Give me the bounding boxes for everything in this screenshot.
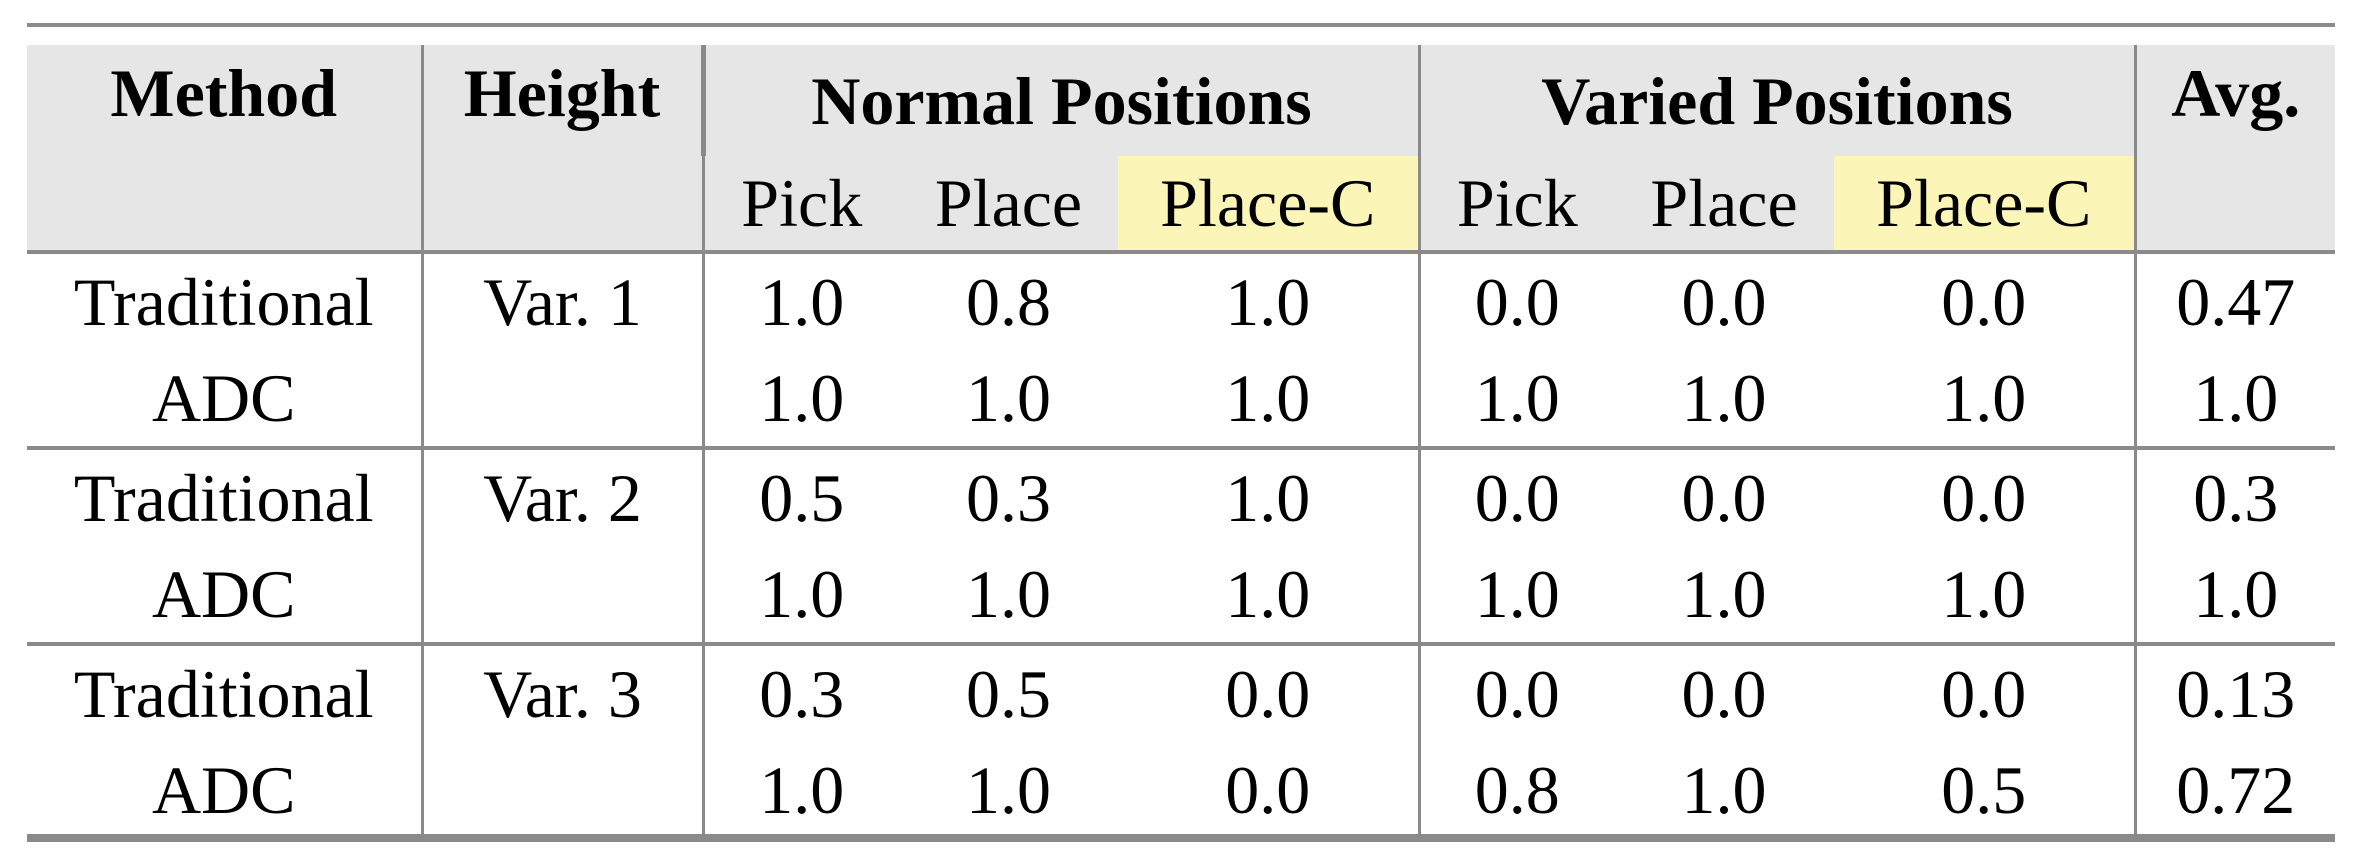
- value-cell: 1.0: [1614, 742, 1835, 842]
- method-cell: ADC: [27, 742, 422, 842]
- table-row: ADC 1.0 1.0 1.0 1.0 1.0 1.0 1.0: [27, 350, 2336, 448]
- method-cell: Traditional: [27, 250, 422, 350]
- avg-cell: 0.13: [2133, 642, 2336, 742]
- value-cell: 1.0: [701, 742, 899, 842]
- table-row: Traditional Var. 3 0.3 0.5 0.0 0.0 0.0 0.0 0.13: [27, 642, 2336, 742]
- table-row: ADC 1.0 1.0 0.0 0.8 1.0 0.5 0.72: [27, 742, 2336, 842]
- value-cell: 1.0: [1225, 556, 1311, 632]
- height-cell: Var. 2: [420, 446, 703, 546]
- subheader-normal-place: Place: [899, 156, 1118, 252]
- method-cell: ADC: [151, 360, 296, 436]
- value-cell: 1.0: [701, 350, 899, 448]
- value-cell: 0.5: [899, 642, 1118, 742]
- avg-cell: 0.47: [2133, 250, 2336, 350]
- value-cell: 0.0: [1417, 446, 1615, 546]
- table-row: ADC 1.0 1.0 1.0 1.0 1.0 1.0 1.0: [27, 546, 2336, 644]
- table-row: Traditional Var. 1 1.0 0.8 1.0 0.0 0.0 0.0 0.47: [27, 250, 2336, 350]
- value-cell: 0.0: [1834, 642, 2136, 742]
- value-cell: 1.0: [1118, 250, 1420, 350]
- value-cell: 1.0: [1225, 360, 1311, 436]
- subheader-empty: [27, 156, 422, 252]
- bottom-rule: [27, 834, 2335, 838]
- value-cell: 0.0: [1614, 250, 1835, 350]
- header-avg: Avg.: [2133, 45, 2336, 156]
- table-row: Traditional Var. 2 0.5 0.3 1.0 0.0 0.0 0.0 0.3: [27, 446, 2336, 546]
- value-cell: 1.0: [701, 250, 899, 350]
- subheader-varied-pick: Pick: [1417, 156, 1615, 252]
- height-cell: Var. 3: [420, 642, 703, 742]
- avg-cell: 0.72: [2133, 742, 2336, 842]
- subheader-empty: [2133, 156, 2336, 252]
- value-cell: 0.0: [1614, 642, 1835, 742]
- value-cell: 1.0: [1118, 446, 1420, 546]
- height-cell: [420, 742, 703, 842]
- value-cell: 1.0: [1417, 350, 1615, 448]
- value-cell: 0.0: [1834, 250, 2136, 350]
- method-cell: Traditional: [27, 446, 422, 546]
- value-cell: 1.0: [1417, 546, 1615, 644]
- avg-cell: 1.0: [2133, 350, 2336, 448]
- subheader-empty: [420, 156, 703, 252]
- value-cell: 0.5: [701, 446, 899, 546]
- subheader-normal-place-c: Place-C: [1118, 156, 1420, 252]
- header-method: Method: [27, 45, 422, 156]
- value-cell: 1.0: [966, 360, 1051, 436]
- value-cell: 1.0: [1941, 556, 2027, 632]
- avg-cell: 0.3: [2133, 446, 2336, 546]
- value-cell: 1.0: [701, 546, 899, 644]
- value-cell: 0.0: [1417, 250, 1615, 350]
- method-cell: Traditional: [27, 642, 422, 742]
- value-cell: 1.0: [966, 556, 1051, 632]
- value-cell: 0.0: [1118, 742, 1420, 842]
- header-height: Height: [420, 45, 703, 156]
- top-rule: [27, 23, 2335, 27]
- value-cell: 0.3: [899, 446, 1118, 546]
- value-cell: 0.0: [1417, 642, 1615, 742]
- value-cell: 0.0: [1614, 446, 1835, 546]
- method-cell: ADC: [151, 556, 296, 632]
- height-cell: [420, 546, 703, 644]
- subheader-row: Pick Place Place-C Pick Place Place-C: [27, 156, 2336, 252]
- value-cell: 0.5: [1834, 742, 2136, 842]
- value-cell: 1.0: [1681, 360, 1767, 436]
- value-cell: 1.0: [899, 742, 1118, 842]
- header-varied-positions: Varied Positions: [1417, 45, 2136, 156]
- value-cell: 0.3: [701, 642, 899, 742]
- subheader-normal-pick: Pick: [701, 156, 899, 252]
- header-normal-positions: Normal Positions: [700, 45, 1420, 156]
- value-cell: 0.0: [1118, 642, 1420, 742]
- height-cell: Var. 1: [420, 250, 703, 350]
- avg-cell: 1.0: [2133, 546, 2336, 644]
- value-cell: 1.0: [1941, 360, 2027, 436]
- value-cell: 0.0: [1834, 446, 2136, 546]
- value-cell: 0.8: [899, 250, 1118, 350]
- height-cell: [420, 350, 703, 448]
- subheader-varied-place-c: Place-C: [1834, 156, 2136, 252]
- value-cell: 1.0: [1681, 556, 1767, 632]
- header-row: Method Height Normal Positions Varied Po…: [27, 45, 2336, 156]
- results-table: Method Height Normal Positions Varied Po…: [27, 45, 2336, 842]
- value-cell: 0.8: [1417, 742, 1615, 842]
- subheader-varied-place: Place: [1614, 156, 1835, 252]
